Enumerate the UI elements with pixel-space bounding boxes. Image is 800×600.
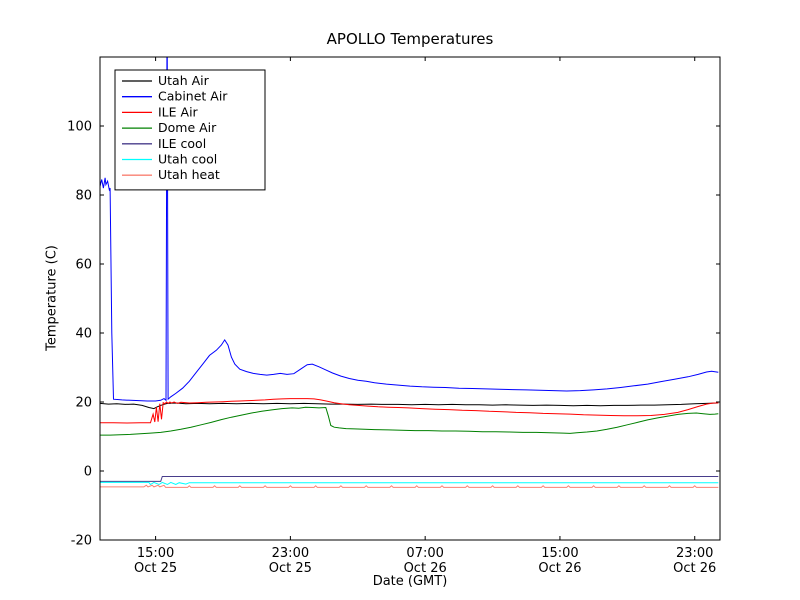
y-tick-label: 20 [75,396,92,411]
legend-label-utah-cool: Utah cool [158,152,217,167]
x-tick-label-date: Oct 26 [538,561,581,576]
y-tick-label: 40 [75,327,92,342]
legend-label-utah-air: Utah Air [158,73,210,88]
series-utah-cool [100,481,719,486]
y-tick-label: 60 [75,258,92,273]
x-tick-label-time: 23:00 [676,546,713,561]
y-axis-label: Temperature (C) [44,245,60,351]
x-tick-label-time: 15:00 [541,546,578,561]
y-tick-label: 0 [84,465,92,480]
legend-label-cabinet-air: Cabinet Air [158,89,228,104]
series-ile-air [100,398,719,424]
x-tick-label-date: Oct 26 [404,561,447,576]
y-tick-label: 100 [67,120,92,135]
series-cabinet-air [100,57,719,402]
y-tick-label: -20 [71,534,92,549]
x-tick-label-date: Oct 25 [134,561,177,576]
x-tick-label-date: Oct 26 [673,561,716,576]
x-tick-label-time: 07:00 [406,546,443,561]
x-axis-label: Date (GMT) [372,574,448,589]
legend-label-ile-cool: ILE cool [158,136,206,151]
series-utah-heat [100,484,719,488]
legend-label-utah-heat: Utah heat [158,167,220,182]
x-tick-label-date: Oct 25 [269,561,312,576]
x-tick-label-time: 23:00 [272,546,309,561]
x-tick-label-time: 15:00 [137,546,174,561]
legend-box [114,69,266,191]
series-ile-cool [100,476,719,482]
series-dome-air [100,406,719,436]
legend-label-dome-air: Dome Air [158,120,217,135]
series-utah-air [100,402,719,410]
y-tick-label: 80 [75,189,92,204]
plot-border [99,56,721,541]
chart-title: APOLLO Temperatures [326,30,494,48]
legend-label-ile-air: ILE Air [158,104,199,119]
